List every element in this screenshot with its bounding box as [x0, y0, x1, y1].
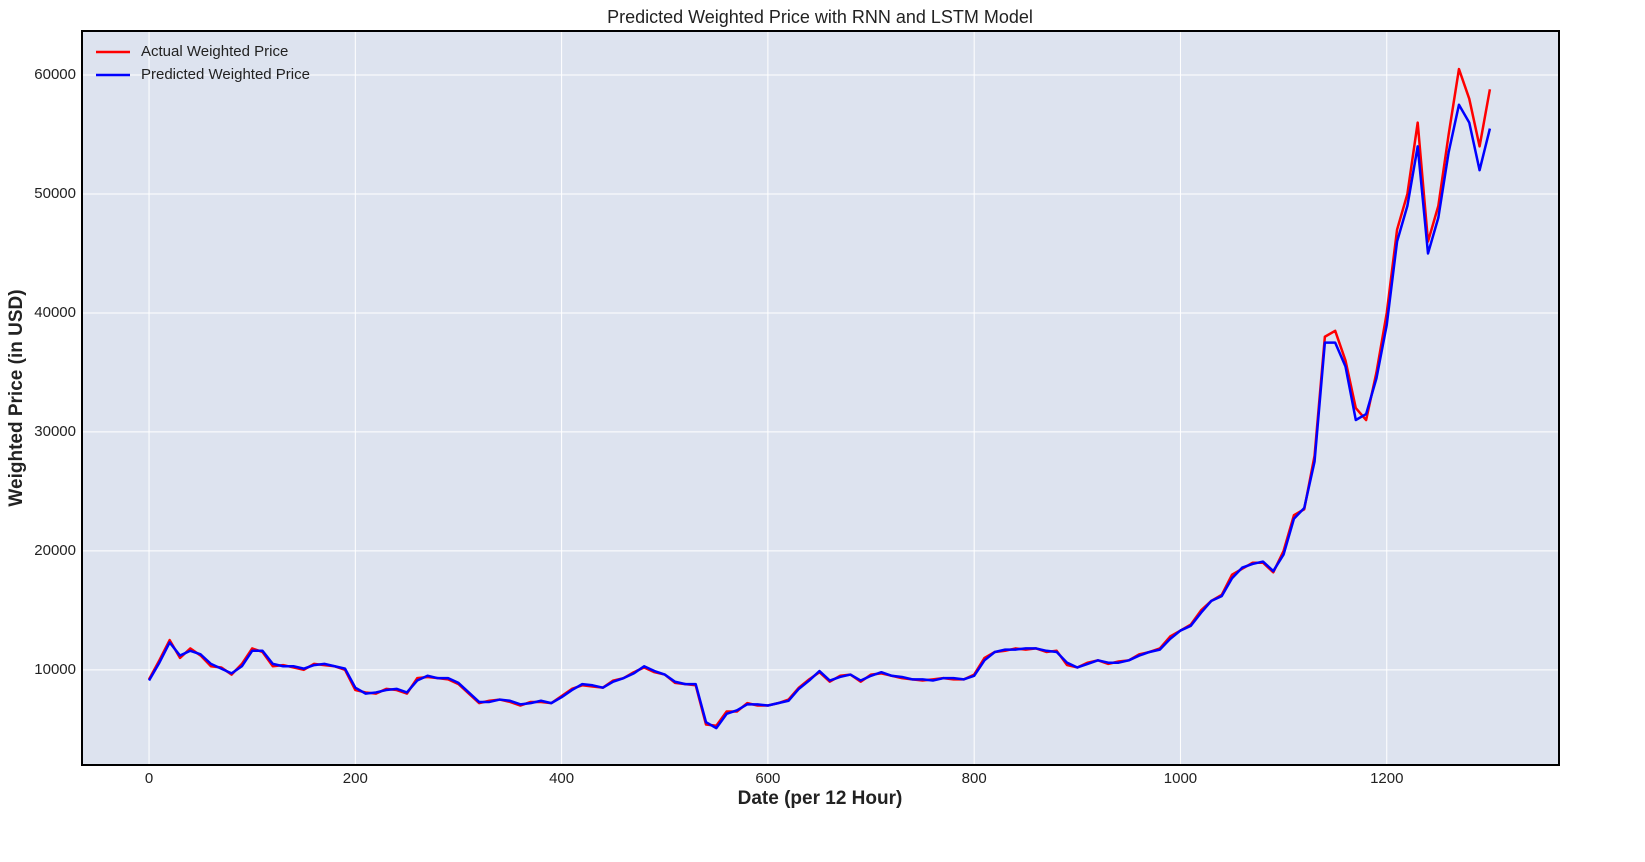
x-tick-label: 200 — [343, 770, 368, 787]
x-axis-label: Date (per 12 Hour) — [738, 788, 903, 809]
y-tick-label: 20000 — [34, 542, 76, 559]
y-tick-label: 10000 — [34, 661, 76, 678]
x-tick-label: 600 — [755, 770, 780, 787]
legend-label: Predicted Weighted Price — [141, 66, 310, 83]
legend-label: Actual Weighted Price — [141, 43, 288, 60]
x-tick-label: 800 — [962, 770, 987, 787]
y-tick-label: 50000 — [34, 185, 76, 202]
y-tick-label: 60000 — [34, 66, 76, 83]
x-tick-label: 1000 — [1164, 770, 1197, 787]
line — [147, 103, 1492, 730]
y-tick-label: 30000 — [34, 423, 76, 440]
chart-title: Predicted Weighted Price with RNN and LS… — [607, 7, 1033, 27]
x-tick-label: 0 — [145, 770, 153, 787]
x-tick-label: 400 — [549, 770, 574, 787]
y-axis-label: Weighted Price (in USD) — [6, 289, 27, 506]
plot-background — [82, 31, 1559, 765]
y-tick-label: 40000 — [34, 304, 76, 321]
plot-frame — [81, 30, 1560, 766]
x-tick-label: 1200 — [1370, 770, 1403, 787]
